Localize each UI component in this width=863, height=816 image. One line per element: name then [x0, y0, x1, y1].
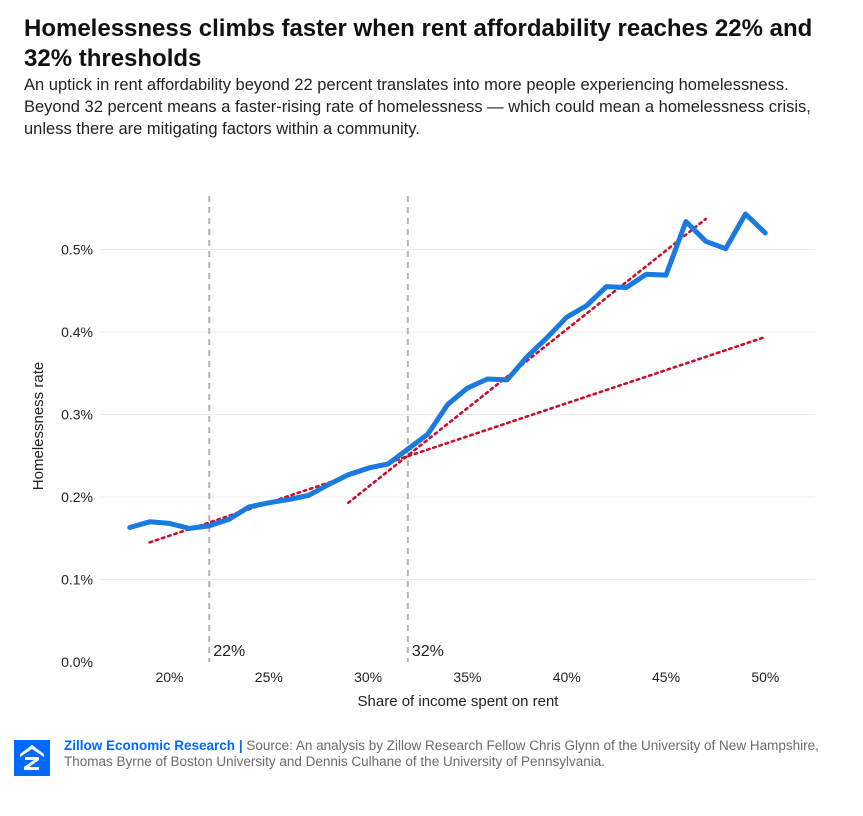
- y-tick-label: 0.3%: [61, 407, 93, 423]
- x-tick-label: 40%: [553, 669, 581, 685]
- source-text: Source: An analysis by Zillow Research F…: [64, 738, 819, 769]
- x-tick-label: 20%: [155, 669, 183, 685]
- y-tick-label: 0.1%: [61, 572, 93, 588]
- chart-subtitle: An uptick in rent affordability beyond 2…: [24, 76, 811, 138]
- x-tick-label: 25%: [255, 669, 283, 685]
- series-line: [127, 211, 768, 531]
- footer: Zillow Economic Research | Source: An an…: [14, 738, 844, 798]
- x-axis-label: Share of income spent on rent: [358, 693, 560, 710]
- threshold-lines: 22% 32%: [208, 196, 444, 662]
- y-tick-label: 0.2%: [61, 489, 93, 505]
- x-tick-label: 45%: [652, 669, 680, 685]
- y-tick-label: 0.0%: [61, 654, 93, 670]
- threshold-label: 32%: [412, 643, 444, 660]
- chart-title: Homelessness climbs faster when rent aff…: [24, 15, 813, 72]
- x-tick-label: 35%: [453, 669, 481, 685]
- zillow-z-icon: [14, 740, 50, 776]
- y-tick-label: 0.5%: [61, 242, 93, 258]
- brand-name: Zillow Economic Research: [64, 738, 236, 753]
- gridlines: [100, 249, 815, 580]
- trend-line: [346, 217, 708, 505]
- y-tick-label: 0.4%: [61, 324, 93, 340]
- trend-line: [148, 335, 767, 544]
- trend-lines: [148, 217, 767, 544]
- x-tick-label: 30%: [354, 669, 382, 685]
- threshold-label: 22%: [213, 643, 245, 660]
- series-lines: [127, 211, 768, 531]
- line-chart: 22% 32% 0.0% 0.1% 0.2% 0.3% 0.4% 0.5% 20% 25% 30%…: [30, 196, 815, 710]
- tick-labels: 0.0% 0.1% 0.2% 0.3% 0.4% 0.5% 20% 25% 30% 35% 40% 4…: [61, 242, 779, 686]
- source-note: Zillow Economic Research | Source: An an…: [64, 738, 824, 770]
- x-tick-label: 50%: [751, 669, 779, 685]
- y-axis-label: Homelessness rate: [30, 362, 47, 490]
- brand-separator: |: [238, 738, 243, 753]
